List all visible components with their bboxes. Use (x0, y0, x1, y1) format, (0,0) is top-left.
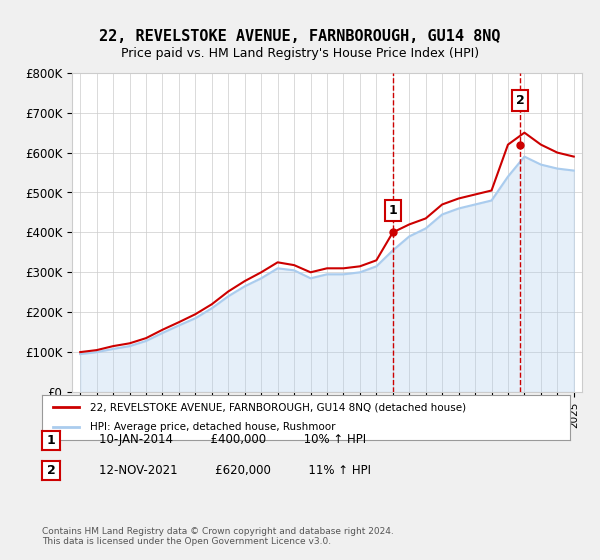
Text: 22, REVELSTOKE AVENUE, FARNBOROUGH, GU14 8NQ (detached house): 22, REVELSTOKE AVENUE, FARNBOROUGH, GU14… (89, 402, 466, 412)
Text: 2: 2 (47, 464, 55, 478)
Text: 1: 1 (47, 433, 55, 447)
Text: 2: 2 (516, 94, 524, 107)
Text: Contains HM Land Registry data © Crown copyright and database right 2024.
This d: Contains HM Land Registry data © Crown c… (42, 526, 394, 546)
Text: 1: 1 (388, 204, 397, 217)
Text: 12-NOV-2021          £620,000          11% ↑ HPI: 12-NOV-2021 £620,000 11% ↑ HPI (84, 464, 371, 477)
Text: HPI: Average price, detached house, Rushmoor: HPI: Average price, detached house, Rush… (89, 422, 335, 432)
Text: Price paid vs. HM Land Registry's House Price Index (HPI): Price paid vs. HM Land Registry's House … (121, 46, 479, 60)
Text: 10-JAN-2014          £400,000          10% ↑ HPI: 10-JAN-2014 £400,000 10% ↑ HPI (84, 433, 366, 446)
Text: 22, REVELSTOKE AVENUE, FARNBOROUGH, GU14 8NQ: 22, REVELSTOKE AVENUE, FARNBOROUGH, GU14… (99, 29, 501, 44)
